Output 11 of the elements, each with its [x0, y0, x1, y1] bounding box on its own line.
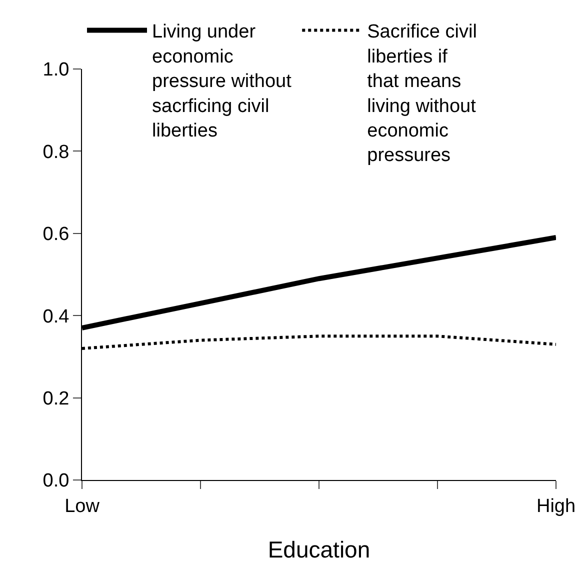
- x-axis-title: Education: [268, 536, 370, 562]
- y-tick-label: 0.2: [42, 388, 70, 410]
- legend-label: Sacrifice civil liberties if that means living without economic pressures: [367, 22, 477, 166]
- y-tick-label: 1.0: [42, 60, 70, 81]
- y-tick-label: 0.6: [42, 224, 70, 246]
- y-tick-label: 0.4: [42, 306, 70, 328]
- y-tick-label: 0.8: [42, 142, 70, 163]
- y-tick-label: 0.0: [42, 470, 70, 492]
- legend-label: Living under economic pressure without sacrficing civil liberties: [152, 22, 292, 142]
- x-tick-label: High: [536, 496, 576, 517]
- x-tick-label: Low: [64, 496, 100, 517]
